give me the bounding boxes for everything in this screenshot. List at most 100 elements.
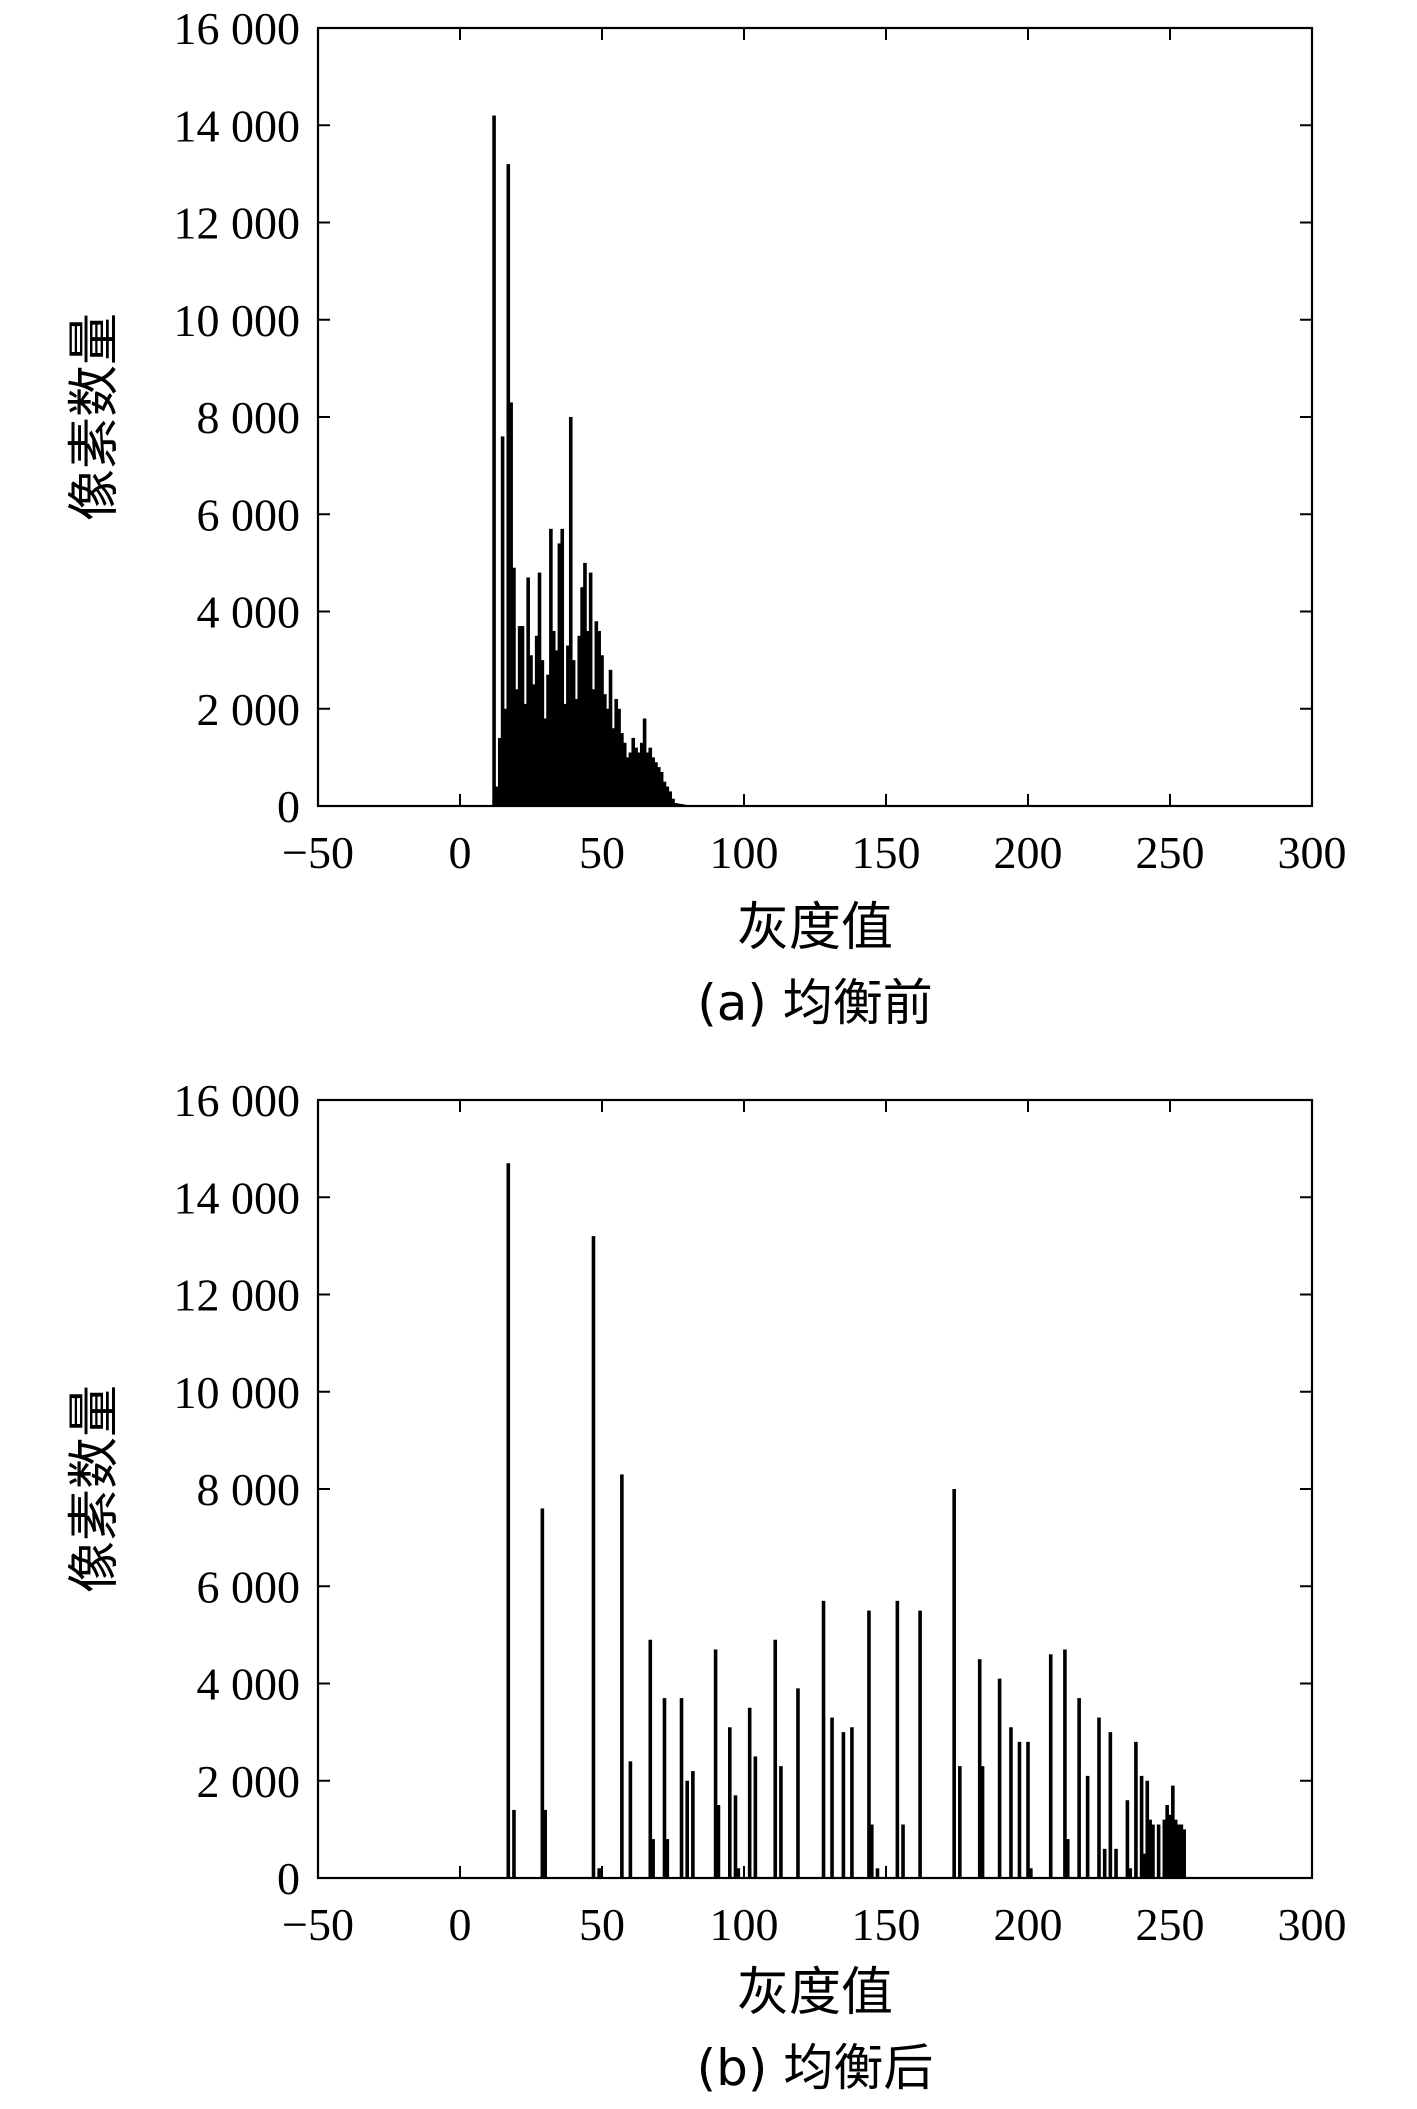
- chart-a-bar: [622, 742, 627, 806]
- chart-b-bar: [1017, 1741, 1022, 1878]
- chart-a-axes-frame: [316, 26, 1314, 808]
- chart-a-bar: [645, 752, 650, 806]
- chart-b-bar: [1168, 1814, 1172, 1878]
- chart-b-caption: (b) 均衡后: [697, 2039, 934, 2097]
- chart-b-bar: [867, 1610, 871, 1878]
- chart-b-bar: [543, 1809, 547, 1878]
- chart-a-bar: [512, 567, 516, 806]
- chart-b-bar: [628, 1761, 633, 1878]
- chart-b-axes-frame: [316, 1098, 1314, 1880]
- chart-b-bar: [850, 1727, 854, 1878]
- chart-a-bar: [580, 587, 584, 806]
- chart-b-ytick-label: 6 000: [197, 1561, 301, 1612]
- chart-a-bar: [526, 577, 530, 806]
- chart-a-bar: [529, 655, 533, 806]
- chart-b-bar: [728, 1727, 732, 1878]
- chart-a-bar: [534, 635, 539, 806]
- chart-b-bar: [597, 1868, 601, 1878]
- chart-a-bar: [628, 752, 633, 806]
- chart-a-bar: [608, 669, 613, 806]
- chart-b-bar: [1142, 1853, 1147, 1878]
- chart-a-bar: [495, 786, 499, 806]
- chart-b-ytick-label: 16 000: [174, 1075, 301, 1126]
- chart-b-bar: [1077, 1698, 1081, 1878]
- chart-a-ytick-label: 8 000: [197, 392, 301, 443]
- chart-a-bar: [537, 572, 542, 806]
- chart-b-bar: [796, 1688, 800, 1878]
- chart-b-bar: [1097, 1717, 1101, 1878]
- chart-a-bar: [586, 630, 590, 806]
- chart-a-ytick-label: 4 000: [197, 587, 301, 638]
- chart-b-bar: [1102, 1848, 1107, 1878]
- chart-b-bar: [1065, 1839, 1070, 1878]
- chart-b-bar: [506, 1163, 511, 1878]
- chart-a-xtick-label: 50: [579, 827, 625, 878]
- chart-a-bar: [540, 660, 545, 807]
- chart-a-bar: [588, 572, 593, 806]
- chart-b-bar: [870, 1824, 874, 1878]
- chart-a-xtick-label: 100: [710, 827, 779, 878]
- chart-b-xtick-label: −50: [282, 1899, 354, 1950]
- chart-b-bar: [1134, 1741, 1138, 1878]
- chart-b-ytick-label: 2 000: [197, 1756, 301, 1807]
- chart-b-bar: [980, 1766, 985, 1878]
- chart-a-bar: [523, 703, 528, 806]
- chart-a-bar: [634, 747, 638, 806]
- chart-a-bar: [605, 708, 610, 806]
- chart-b-bar: [691, 1771, 695, 1878]
- chart-b-ylabel: 像素数量: [65, 1385, 125, 1593]
- chart-a-xtick-label: 0: [449, 827, 472, 878]
- chart-a-xtick-label: 300: [1278, 827, 1347, 878]
- chart-b-ytick-label: 12 000: [174, 1270, 301, 1321]
- chart-a-bar: [603, 694, 607, 806]
- chart-a-bar: [554, 650, 559, 806]
- chart-a-bar: [574, 699, 579, 806]
- chart-b-bar: [620, 1474, 624, 1878]
- chart-a-bar: [662, 781, 667, 806]
- chart-a-bar: [637, 752, 641, 806]
- chart-a-bar: [614, 699, 618, 806]
- chart-b-bar: [716, 1805, 721, 1878]
- chart-b-bar: [1156, 1824, 1161, 1878]
- chart-a-ytick-label: 10 000: [174, 295, 301, 346]
- chart-b-bar: [1151, 1824, 1155, 1878]
- chart-a-ytick-label: 0: [277, 781, 300, 832]
- chart-b-bar: [733, 1795, 738, 1878]
- chart-b-bar: [1165, 1805, 1169, 1878]
- chart-b-bar: [1085, 1775, 1090, 1878]
- chart-b-bar: [1145, 1780, 1150, 1878]
- chart-b-bar: [997, 1678, 1002, 1878]
- chart-b-bar: [958, 1766, 962, 1878]
- chart-b-bar: [830, 1717, 834, 1878]
- chart-a-bar: [625, 757, 630, 807]
- chart-b-bar: [1048, 1654, 1053, 1878]
- chart-b-bar: [773, 1639, 778, 1878]
- chart-a-bar: [651, 757, 655, 807]
- chart-a-bar: [597, 630, 601, 806]
- chart-a-bar: [676, 803, 681, 806]
- chart-a-bar: [520, 626, 525, 806]
- chart-b-ytick-label: 0: [277, 1853, 300, 1904]
- chart-a-ytick-label: 14 000: [174, 100, 301, 151]
- chart-b-ytick-label: 4 000: [197, 1659, 301, 1710]
- chart-a-ytick-label: 16 000: [174, 3, 301, 54]
- chart-b-xtick-label: 300: [1278, 1899, 1347, 1950]
- chart-b-bar: [1148, 1819, 1152, 1878]
- chart-a-bar: [532, 684, 536, 806]
- chart-a-bar: [600, 655, 604, 806]
- chart-b-bar: [841, 1732, 846, 1879]
- chart-a-xlabel: 灰度值: [737, 898, 893, 958]
- chart-a-bar: [654, 762, 658, 806]
- chart-a-bar: [560, 528, 565, 806]
- chart-b-bar: [1026, 1741, 1030, 1878]
- chart-b-bar: [821, 1600, 826, 1878]
- chart-a-xtick-label: 200: [994, 827, 1063, 878]
- chart-a-bar: [665, 786, 670, 806]
- chart-a-bar: [642, 718, 647, 806]
- chart-a-bar: [500, 436, 505, 806]
- chart-a-bar: [517, 626, 522, 806]
- chart-a-xtick-label: 250: [1136, 827, 1205, 878]
- chart-b-bar: [1171, 1785, 1175, 1878]
